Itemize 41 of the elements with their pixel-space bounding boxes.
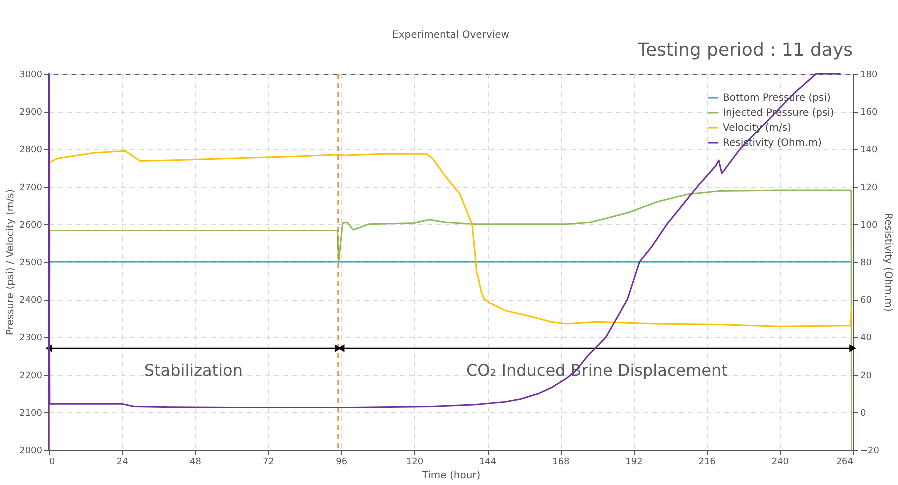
- x-tick-label: 264: [836, 458, 854, 468]
- y-tick-label: 2800: [20, 146, 43, 156]
- x-axis-title: Time (hour): [421, 470, 481, 482]
- y2-axis-title: Resistivity (Ohm.m): [882, 213, 894, 312]
- y-tick-label: 2400: [20, 296, 43, 306]
- y2-tick-label: −20: [860, 446, 880, 456]
- line-series: [48, 73, 842, 451]
- y2-tick-label: 180: [860, 70, 878, 80]
- y-tick-label: 2900: [20, 108, 43, 118]
- y2-tick-label: 100: [860, 220, 878, 231]
- chart-title: Experimental Overview: [392, 30, 510, 41]
- y-tick-label: 3000: [20, 70, 43, 80]
- text: Testing period : 11 days: [637, 40, 853, 61]
- y2-tick-label: 20: [860, 371, 872, 382]
- x-tick-label: 24: [116, 458, 129, 468]
- x-tick-label: 192: [626, 458, 643, 468]
- x-tick-label: 96: [336, 458, 348, 468]
- y2-tick-label: 80: [860, 258, 872, 268]
- y2-tick-label: 160: [860, 108, 878, 118]
- y-tick-label: 2600: [20, 220, 43, 231]
- y-axis-title: Pressure (psi) / Velocity (m/s): [6, 189, 17, 336]
- y-tick-label: 2700: [20, 183, 43, 194]
- y-tick-label: 2000: [20, 446, 43, 456]
- y2-tick-label: 40: [860, 334, 872, 344]
- y2-tick-label: 120: [860, 183, 878, 194]
- x-tick-label: 120: [406, 458, 424, 468]
- annotation: Stabilization: [144, 361, 243, 380]
- y2-tick-label: 0: [860, 408, 866, 419]
- x-tick-label: 240: [772, 458, 790, 468]
- y-tick-label: 2200: [20, 371, 43, 382]
- x-tick-label: 144: [479, 458, 497, 468]
- x-tick-label: 168: [552, 458, 570, 468]
- y2-tick-label: 60: [860, 296, 872, 306]
- x-tick-label: 48: [190, 458, 202, 468]
- y2-tick-label: 140: [860, 146, 878, 156]
- x-tick-label: 216: [698, 458, 716, 468]
- x-tick-label: 0: [50, 458, 56, 468]
- y-tick-label: 2500: [20, 258, 43, 268]
- y-tick-label: 2100: [20, 408, 43, 419]
- x-tick-label: 72: [263, 458, 274, 468]
- y-tick-label: 2300: [20, 334, 43, 344]
